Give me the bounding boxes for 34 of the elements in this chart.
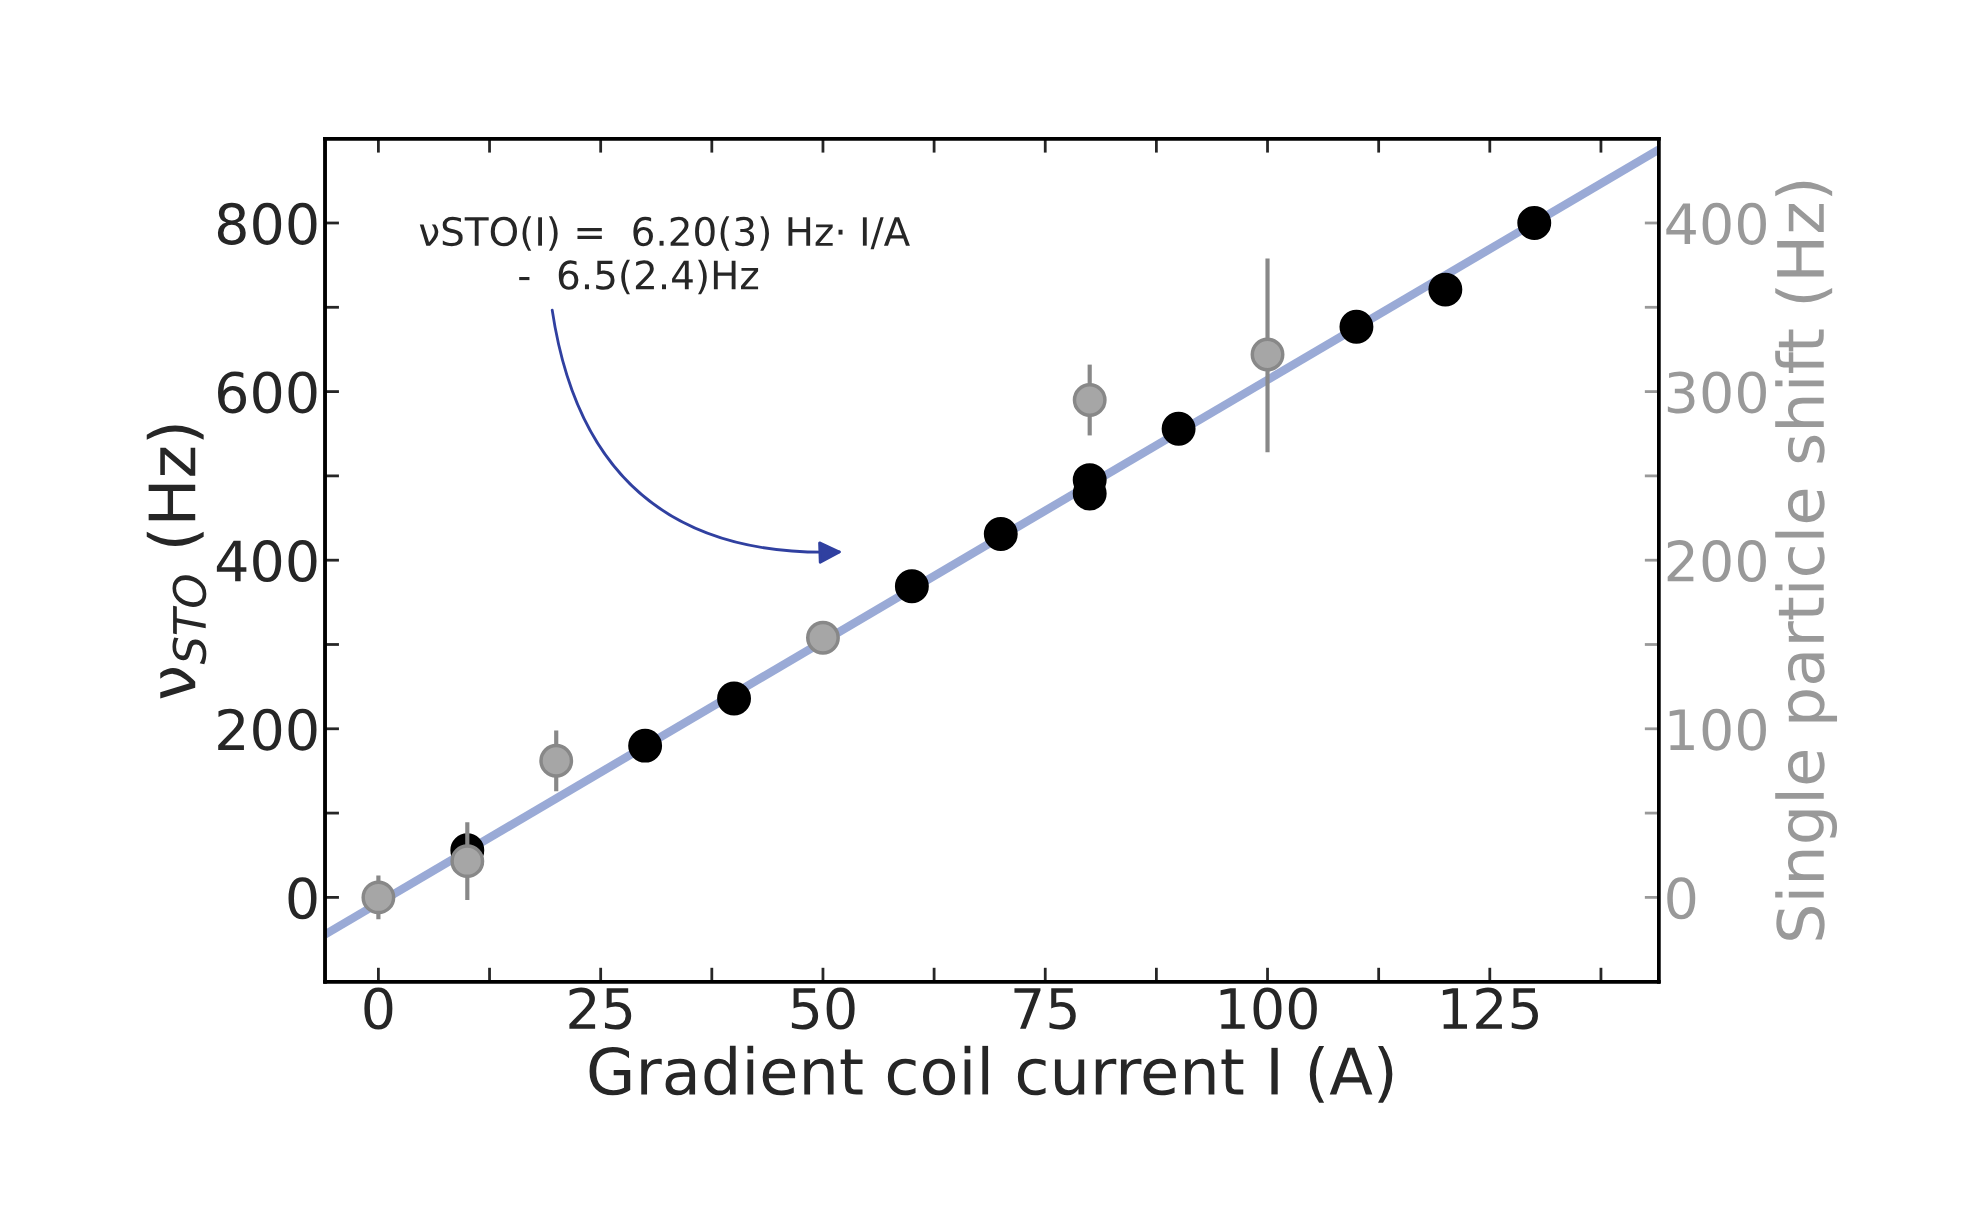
x-tick-label: 100 [1220,987,1317,1030]
point [1161,411,1196,446]
y2-tick-label: 300 [1667,371,1766,414]
y2-tick-label: 100 [1669,708,1766,751]
y2-tick-label: 400 [1666,202,1766,245]
point [1072,383,1107,417]
annotation: νSTO(I) = 6.20(3) Hz· I/A - 6.5(2.4)Hz [419,216,910,295]
point [717,681,751,716]
y-tick-label: 600 [218,371,317,414]
point [983,517,1018,552]
point [1250,337,1285,372]
y-axis-title: ν$_{STO}$ (Hz) [146,425,207,699]
y2-tick-label: 0 [1667,877,1696,920]
x-tick-label: 50 [791,987,855,1030]
y-tick-label: 0 [288,877,317,920]
point [894,569,929,604]
x-tick-label: 75 [1014,988,1076,1030]
point [539,743,574,778]
y-tick-label: 200 [218,708,317,751]
point [1428,272,1463,307]
x-axis-title: Gradient coil current I (A) [589,1045,1393,1103]
x-tick-label: 0 [364,987,393,1030]
point [628,728,663,763]
point [450,844,485,879]
point [1339,309,1374,344]
y2-axis-title: Single particle shift (Hz) [1775,181,1838,940]
point [1517,206,1552,240]
y-tick-label: 800 [217,202,317,245]
y2-tick-label: 200 [1667,540,1766,583]
x-tick-label: 25 [569,987,632,1030]
y-tick-label: 400 [216,540,317,583]
point [361,880,396,915]
point [806,620,840,655]
x-tick-label: 125 [1442,987,1538,1030]
